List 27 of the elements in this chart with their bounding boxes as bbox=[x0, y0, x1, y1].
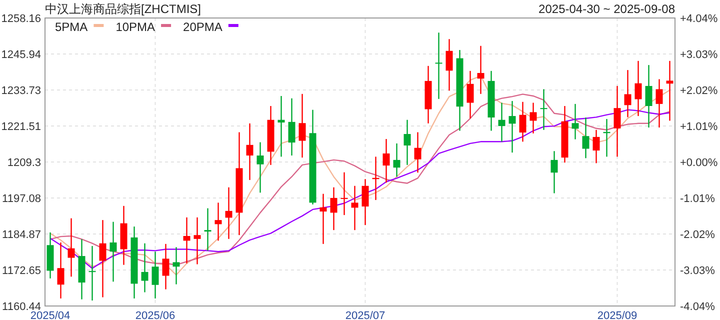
y2-tick-label: +3.03% bbox=[680, 49, 718, 61]
legend-label: 10PMA bbox=[116, 20, 156, 34]
y2-tick-label: +4.04% bbox=[680, 13, 718, 25]
y2-tick-label: -2.02% bbox=[680, 229, 716, 241]
y-tick-label: 1258.16 bbox=[1, 13, 41, 25]
y2-tick-label: +1.01% bbox=[680, 121, 718, 133]
y2-tick-label: +2.02% bbox=[680, 85, 718, 97]
x-tick-label: 2025/04 bbox=[30, 310, 70, 320]
y-tick-label: 1233.73 bbox=[1, 85, 41, 97]
x-tick-label: 2025/09 bbox=[597, 310, 638, 320]
y-tick-label: 1160.44 bbox=[2, 301, 41, 313]
x-tick-label: 2025/07 bbox=[345, 310, 386, 320]
y2-tick-label: -3.03% bbox=[680, 265, 716, 277]
y2-tick-label: -1.01% bbox=[680, 193, 716, 205]
y2-tick-label: +0.00% bbox=[680, 157, 718, 169]
x-tick-label: 2025/06 bbox=[135, 310, 176, 320]
legend-label: 5PMA bbox=[55, 20, 88, 34]
legend-label: 20PMA bbox=[183, 20, 222, 34]
y2-tick-label: -4.04% bbox=[680, 301, 716, 313]
y-tick-label: 1172.65 bbox=[2, 265, 41, 278]
y-tick-label: 1221.51 bbox=[1, 121, 41, 134]
chart-title: 中汉上海商品综指[ZHCTMIS] bbox=[45, 2, 201, 16]
y-tick-label: 1197.08 bbox=[2, 193, 41, 206]
y-tick-label: 1245.94 bbox=[1, 49, 41, 62]
chart-subtitle: 2025-04-30 ~ 2025-09-08 bbox=[538, 2, 676, 16]
y-tick-label: 1209.3 bbox=[7, 157, 41, 169]
y-tick-label: 1184.87 bbox=[2, 229, 41, 241]
